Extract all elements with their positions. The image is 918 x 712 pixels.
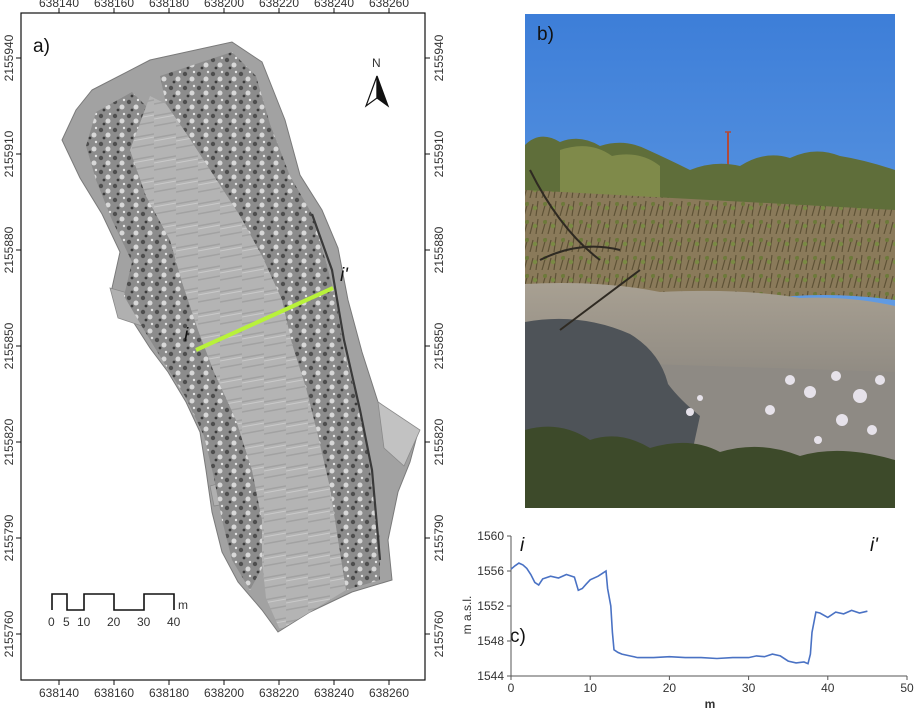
y-tick-label: 1544 [477,669,504,683]
scale-label-40: 40 [167,615,181,629]
top-tick: 638260 [369,0,409,10]
rough-left-bank [86,92,262,590]
right-tick: 2155790 [432,514,446,561]
north-label: N [372,56,381,70]
y-tick-label: 1560 [477,529,504,543]
top-tick: 638160 [94,0,134,10]
rough-right-bank [160,52,380,590]
dry-brush [525,190,895,300]
scale-bar [51,593,175,611]
valley-floor [130,96,346,630]
profile-line [195,286,334,352]
panel-a-map: i i' a) N 0 5 10 20 30 40 m 638140 63816… [2,0,446,700]
panel-b-photo: b) [525,14,895,508]
scarp-shadow [310,213,382,561]
panel-c-profile: c) i i' m a.s.l. m 0 10 20 30 40 50 1544 1548 15… [460,529,914,711]
left-tick: 2155760 [2,610,16,657]
tree-highlight [560,146,660,200]
left-tick: 2155850 [2,322,16,369]
scale-label-30: 30 [137,615,151,629]
profile-ticks: 0 10 20 30 40 50 1544 1548 1552 1556 1560 [477,529,914,695]
right-tick: 2155820 [432,418,446,465]
scale-unit: m [178,598,188,612]
y-tick-label: 1548 [477,634,504,648]
bottom-tick: 638240 [314,686,354,700]
bottom-tick: 638140 [39,686,79,700]
scale-label-0: 0 [48,615,55,629]
right-tick: 2155850 [432,322,446,369]
scale-label-5: 5 [63,615,70,629]
top-tick: 638200 [204,0,244,10]
mesh-flap [377,401,421,467]
profile-end-label: i' [340,265,349,286]
y-tick-label: 1556 [477,564,504,578]
panel-b-label: b) [537,24,554,45]
left-tick: 2155820 [2,418,16,465]
x-tick-label: 40 [821,681,835,695]
profile-start-mark: i [520,535,525,556]
x-tick-label: 20 [663,681,677,695]
x-tick-label: 30 [742,681,756,695]
scale-label-20: 20 [107,615,121,629]
top-tick: 638140 [39,0,79,10]
right-tick: 2155940 [432,34,446,81]
north-arrow-icon [364,75,390,108]
bottom-tick: 638180 [149,686,189,700]
right-tick: 2155910 [432,130,446,177]
panel-c-label: c) [510,626,526,647]
right-tick: 2155880 [432,226,446,273]
foreground-plants [525,426,895,508]
scale-label-10: 10 [77,615,91,629]
left-tick: 2155880 [2,226,16,273]
bottom-tick: 638200 [204,686,244,700]
y-tick-label: 1552 [477,599,504,613]
profile-start-label: i [184,325,189,346]
elevation-series-line [510,562,868,665]
white-flowers [686,371,885,444]
panel-a-label: a) [33,36,50,57]
bottom-tick: 638160 [94,686,134,700]
x-tick-label: 10 [584,681,598,695]
x-tick-label: 0 [508,681,515,695]
top-axis [58,8,390,13]
left-tick: 2155790 [2,514,16,561]
x-tick-label: 50 [900,681,914,695]
bottom-tick: 638260 [369,686,409,700]
x-axis-label: m [705,697,716,711]
right-tick: 2155760 [432,610,446,657]
side-axes [16,57,430,635]
profile-end-mark: i' [870,535,879,556]
profile-axes [510,536,907,677]
top-tick: 638220 [259,0,299,10]
left-tick: 2155910 [2,130,16,177]
y-axis-label: m a.s.l. [460,596,474,635]
left-tick: 2155940 [2,34,16,81]
bottom-axis [58,680,390,685]
bottom-tick: 638220 [259,686,299,700]
tree-branches [529,169,641,331]
top-tick: 638240 [314,0,354,10]
top-tick: 638180 [149,0,189,10]
